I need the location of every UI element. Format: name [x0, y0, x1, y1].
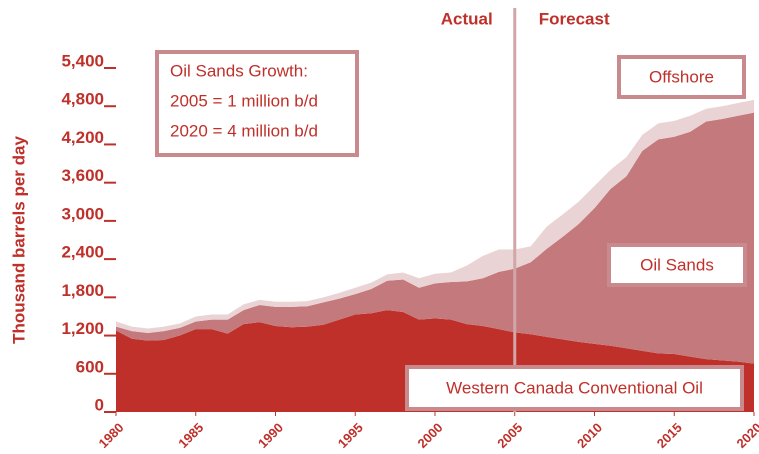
y-tick-label: 1,800: [61, 281, 104, 300]
annotation-line: Oil Sands Growth:: [170, 61, 308, 80]
x-tick-label: 2010: [574, 420, 605, 451]
y-axis-title: Thousand barrels per day: [9, 136, 28, 344]
area: [116, 99, 754, 334]
y-tick-label: 3,600: [61, 166, 104, 185]
legend-label: Oil Sands: [640, 255, 714, 274]
y-tick-label: 2,400: [61, 243, 104, 262]
annotation-box: [155, 50, 359, 157]
x-tick-label: 1995: [335, 420, 366, 451]
legend-label: Western Canada Conventional Oil: [446, 378, 703, 397]
annotation-line: 2005 = 1 million b/d: [170, 91, 318, 110]
annotation-line: 2020 = 4 million b/d: [170, 121, 318, 140]
y-tick-label: 600: [76, 357, 104, 376]
y-tick-label: 4,200: [61, 128, 104, 147]
divider-label: Actual: [441, 9, 493, 28]
x-tick-label: 1980: [95, 420, 126, 451]
x-tick-label: 2000: [414, 420, 445, 451]
y-tick-label: 1,200: [61, 319, 104, 338]
x-tick-label: 2020: [733, 420, 759, 451]
y-tick-label: 3,000: [61, 204, 104, 223]
legend-box: [617, 55, 746, 99]
y-tick-label: 4,800: [61, 90, 104, 109]
legend-box: [405, 365, 744, 411]
x-tick-label: 1985: [175, 420, 206, 451]
y-tick-label: 5,400: [61, 51, 104, 70]
legend-box: [607, 243, 747, 287]
x-tick-label: 2005: [494, 420, 525, 451]
y-tick-label: 0: [95, 395, 104, 414]
x-tick-label: 2015: [654, 420, 685, 451]
area: [116, 112, 754, 364]
x-tick-label: 1990: [255, 420, 286, 451]
legend-label: Offshore: [649, 67, 714, 86]
divider-label: Forecast: [539, 9, 610, 28]
